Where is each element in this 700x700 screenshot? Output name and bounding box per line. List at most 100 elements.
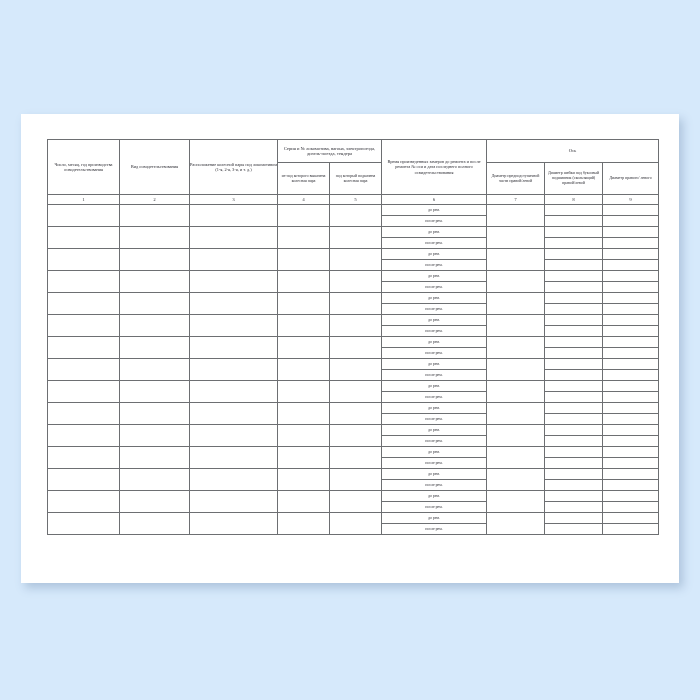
cell-8[interactable] (544, 369, 604, 381)
cell-9[interactable] (602, 204, 660, 216)
cell-2[interactable] (119, 490, 190, 513)
cell-8[interactable] (544, 391, 604, 403)
cell-9[interactable] (602, 501, 660, 513)
cell-8[interactable] (544, 270, 604, 282)
cell-9[interactable] (602, 347, 660, 359)
cell-6-measure-label[interactable]: до рем. (381, 226, 488, 238)
cell-1[interactable] (47, 358, 120, 381)
cell-6-measure-label[interactable]: после рем. (381, 215, 488, 227)
cell-7[interactable] (486, 402, 546, 425)
cell-6-measure-label[interactable]: до рем. (381, 204, 488, 216)
cell-2[interactable] (119, 292, 190, 315)
cell-9[interactable] (602, 446, 660, 458)
cell-1[interactable] (47, 468, 120, 491)
cell-2[interactable] (119, 248, 190, 271)
cell-6-measure-label[interactable]: после рем. (381, 391, 488, 403)
cell-2[interactable] (119, 468, 190, 491)
cell-8[interactable] (544, 325, 604, 337)
cell-5[interactable] (328, 292, 383, 315)
cell-3[interactable] (189, 446, 278, 469)
cell-3[interactable] (189, 490, 278, 513)
cell-9[interactable] (602, 314, 660, 326)
cell-6-measure-label[interactable]: после рем. (381, 347, 488, 359)
cell-1[interactable] (47, 292, 120, 315)
cell-2[interactable] (119, 226, 190, 249)
cell-5[interactable] (328, 512, 383, 535)
cell-7[interactable] (486, 226, 546, 249)
cell-4[interactable] (277, 358, 330, 381)
cell-2[interactable] (119, 314, 190, 337)
cell-9[interactable] (602, 259, 660, 271)
cell-8[interactable] (544, 424, 604, 436)
cell-4[interactable] (277, 204, 330, 227)
cell-2[interactable] (119, 424, 190, 447)
cell-9[interactable] (602, 490, 660, 502)
cell-7[interactable] (486, 292, 546, 315)
cell-6-measure-label[interactable]: до рем. (381, 424, 488, 436)
cell-8[interactable] (544, 402, 604, 414)
cell-4[interactable] (277, 468, 330, 491)
cell-9[interactable] (602, 369, 660, 381)
cell-5[interactable] (328, 336, 383, 359)
cell-8[interactable] (544, 248, 604, 260)
cell-8[interactable] (544, 457, 604, 469)
cell-9[interactable] (602, 325, 660, 337)
cell-6-measure-label[interactable]: после рем. (381, 413, 488, 425)
cell-9[interactable] (602, 270, 660, 282)
cell-6-measure-label[interactable]: до рем. (381, 270, 488, 282)
cell-9[interactable] (602, 435, 660, 447)
cell-9[interactable] (602, 512, 660, 524)
cell-5[interactable] (328, 490, 383, 513)
cell-6-measure-label[interactable]: до рем. (381, 336, 488, 348)
cell-1[interactable] (47, 204, 120, 227)
cell-6-measure-label[interactable]: после рем. (381, 523, 488, 535)
cell-2[interactable] (119, 358, 190, 381)
cell-8[interactable] (544, 523, 604, 535)
cell-1[interactable] (47, 336, 120, 359)
cell-6-measure-label[interactable]: до рем. (381, 292, 488, 304)
cell-1[interactable] (47, 512, 120, 535)
cell-6-measure-label[interactable]: после рем. (381, 501, 488, 513)
cell-5[interactable] (328, 446, 383, 469)
cell-9[interactable] (602, 380, 660, 392)
cell-6-measure-label[interactable]: после рем. (381, 303, 488, 315)
cell-8[interactable] (544, 512, 604, 524)
cell-5[interactable] (328, 358, 383, 381)
cell-7[interactable] (486, 270, 546, 293)
cell-9[interactable] (602, 336, 660, 348)
cell-9[interactable] (602, 413, 660, 425)
cell-5[interactable] (328, 402, 383, 425)
cell-9[interactable] (602, 402, 660, 414)
cell-7[interactable] (486, 490, 546, 513)
cell-6-measure-label[interactable]: после рем. (381, 259, 488, 271)
cell-8[interactable] (544, 446, 604, 458)
cell-6-measure-label[interactable]: до рем. (381, 490, 488, 502)
cell-6-measure-label[interactable]: до рем. (381, 446, 488, 458)
cell-5[interactable] (328, 270, 383, 293)
cell-4[interactable] (277, 380, 330, 403)
cell-3[interactable] (189, 358, 278, 381)
cell-7[interactable] (486, 336, 546, 359)
cell-4[interactable] (277, 490, 330, 513)
cell-4[interactable] (277, 314, 330, 337)
cell-2[interactable] (119, 336, 190, 359)
cell-5[interactable] (328, 248, 383, 271)
cell-1[interactable] (47, 226, 120, 249)
cell-2[interactable] (119, 512, 190, 535)
cell-9[interactable] (602, 237, 660, 249)
cell-4[interactable] (277, 248, 330, 271)
cell-8[interactable] (544, 380, 604, 392)
cell-9[interactable] (602, 215, 660, 227)
cell-9[interactable] (602, 303, 660, 315)
cell-1[interactable] (47, 402, 120, 425)
cell-1[interactable] (47, 314, 120, 337)
cell-5[interactable] (328, 226, 383, 249)
cell-9[interactable] (602, 281, 660, 293)
cell-8[interactable] (544, 314, 604, 326)
cell-8[interactable] (544, 435, 604, 447)
cell-3[interactable] (189, 468, 278, 491)
cell-9[interactable] (602, 424, 660, 436)
cell-8[interactable] (544, 501, 604, 513)
cell-6-measure-label[interactable]: после рем. (381, 237, 488, 249)
cell-5[interactable] (328, 204, 383, 227)
